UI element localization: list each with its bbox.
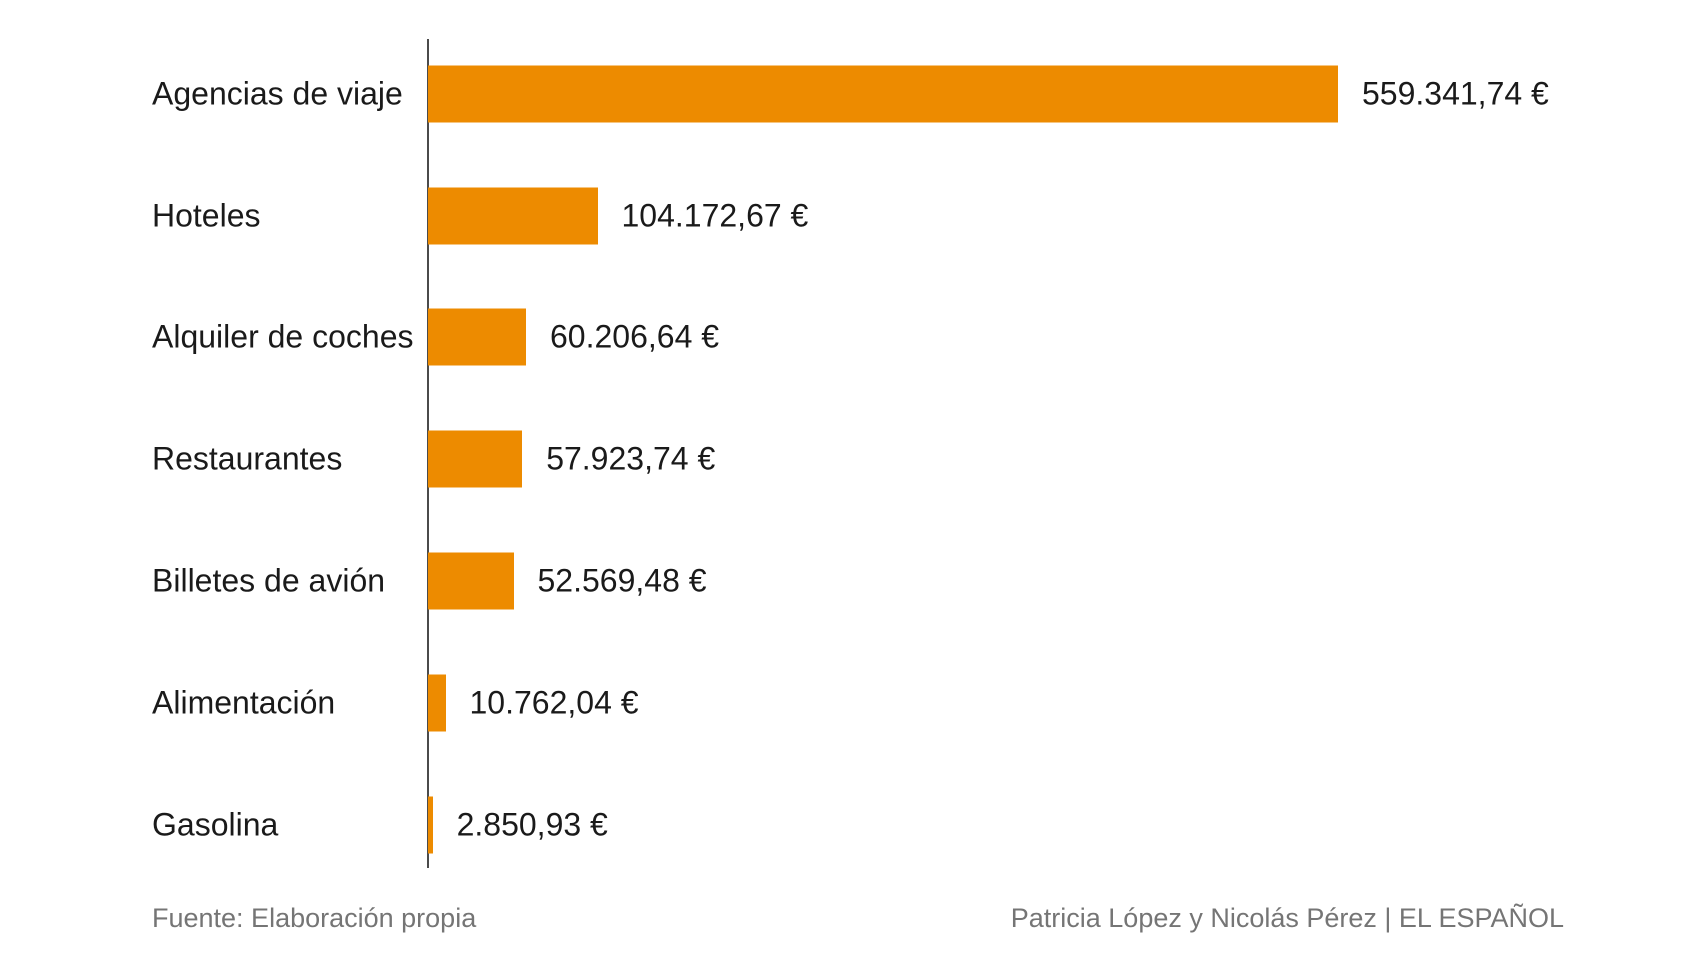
category-label: Billetes de avión [152,562,386,599]
bar [428,308,526,366]
bar [428,674,446,732]
bar-chart: Agencias de viaje 559.341,74 € Hoteles 1… [0,33,1706,886]
bar [428,552,514,610]
bar [428,65,1338,123]
bar [428,430,523,488]
chart-row: Alquiler de coches 60.206,64 € [0,277,1706,399]
bar [428,796,433,854]
category-label: Agencias de viaje [152,75,403,112]
category-label: Alimentación [152,684,336,721]
value-label: 60.206,64 € [550,318,720,355]
category-label: Restaurantes [152,440,343,477]
source-note: Fuente: Elaboración propia [152,903,477,933]
footer: Fuente: Elaboración propia Patricia Lópe… [0,903,1706,934]
value-label: 2.850,93 € [456,806,608,843]
chart-row: Hoteles 104.172,67 € [0,155,1706,277]
chart-row: Gasolina 2.850,93 € [0,764,1706,886]
category-label: Gasolina [152,806,279,843]
value-label: 559.341,74 € [1362,75,1549,112]
y-axis-line [427,39,429,868]
chart-row: Agencias de viaje 559.341,74 € [0,33,1706,155]
category-label: Hoteles [152,197,261,234]
value-label: 10.762,04 € [469,684,639,721]
bar [428,187,598,245]
value-label: 57.923,74 € [546,440,716,477]
chart-row: Alimentación 10.762,04 € [0,642,1706,764]
value-label: 104.172,67 € [621,197,809,234]
chart-row: Billetes de avión 52.569,48 € [0,520,1706,642]
credit-note: Patricia López y Nicolás Pérez | EL ESPA… [1010,903,1564,933]
value-label: 52.569,48 € [537,562,707,599]
category-label: Alquiler de coches [152,318,414,355]
chart-row: Restaurantes 57.923,74 € [0,398,1706,520]
